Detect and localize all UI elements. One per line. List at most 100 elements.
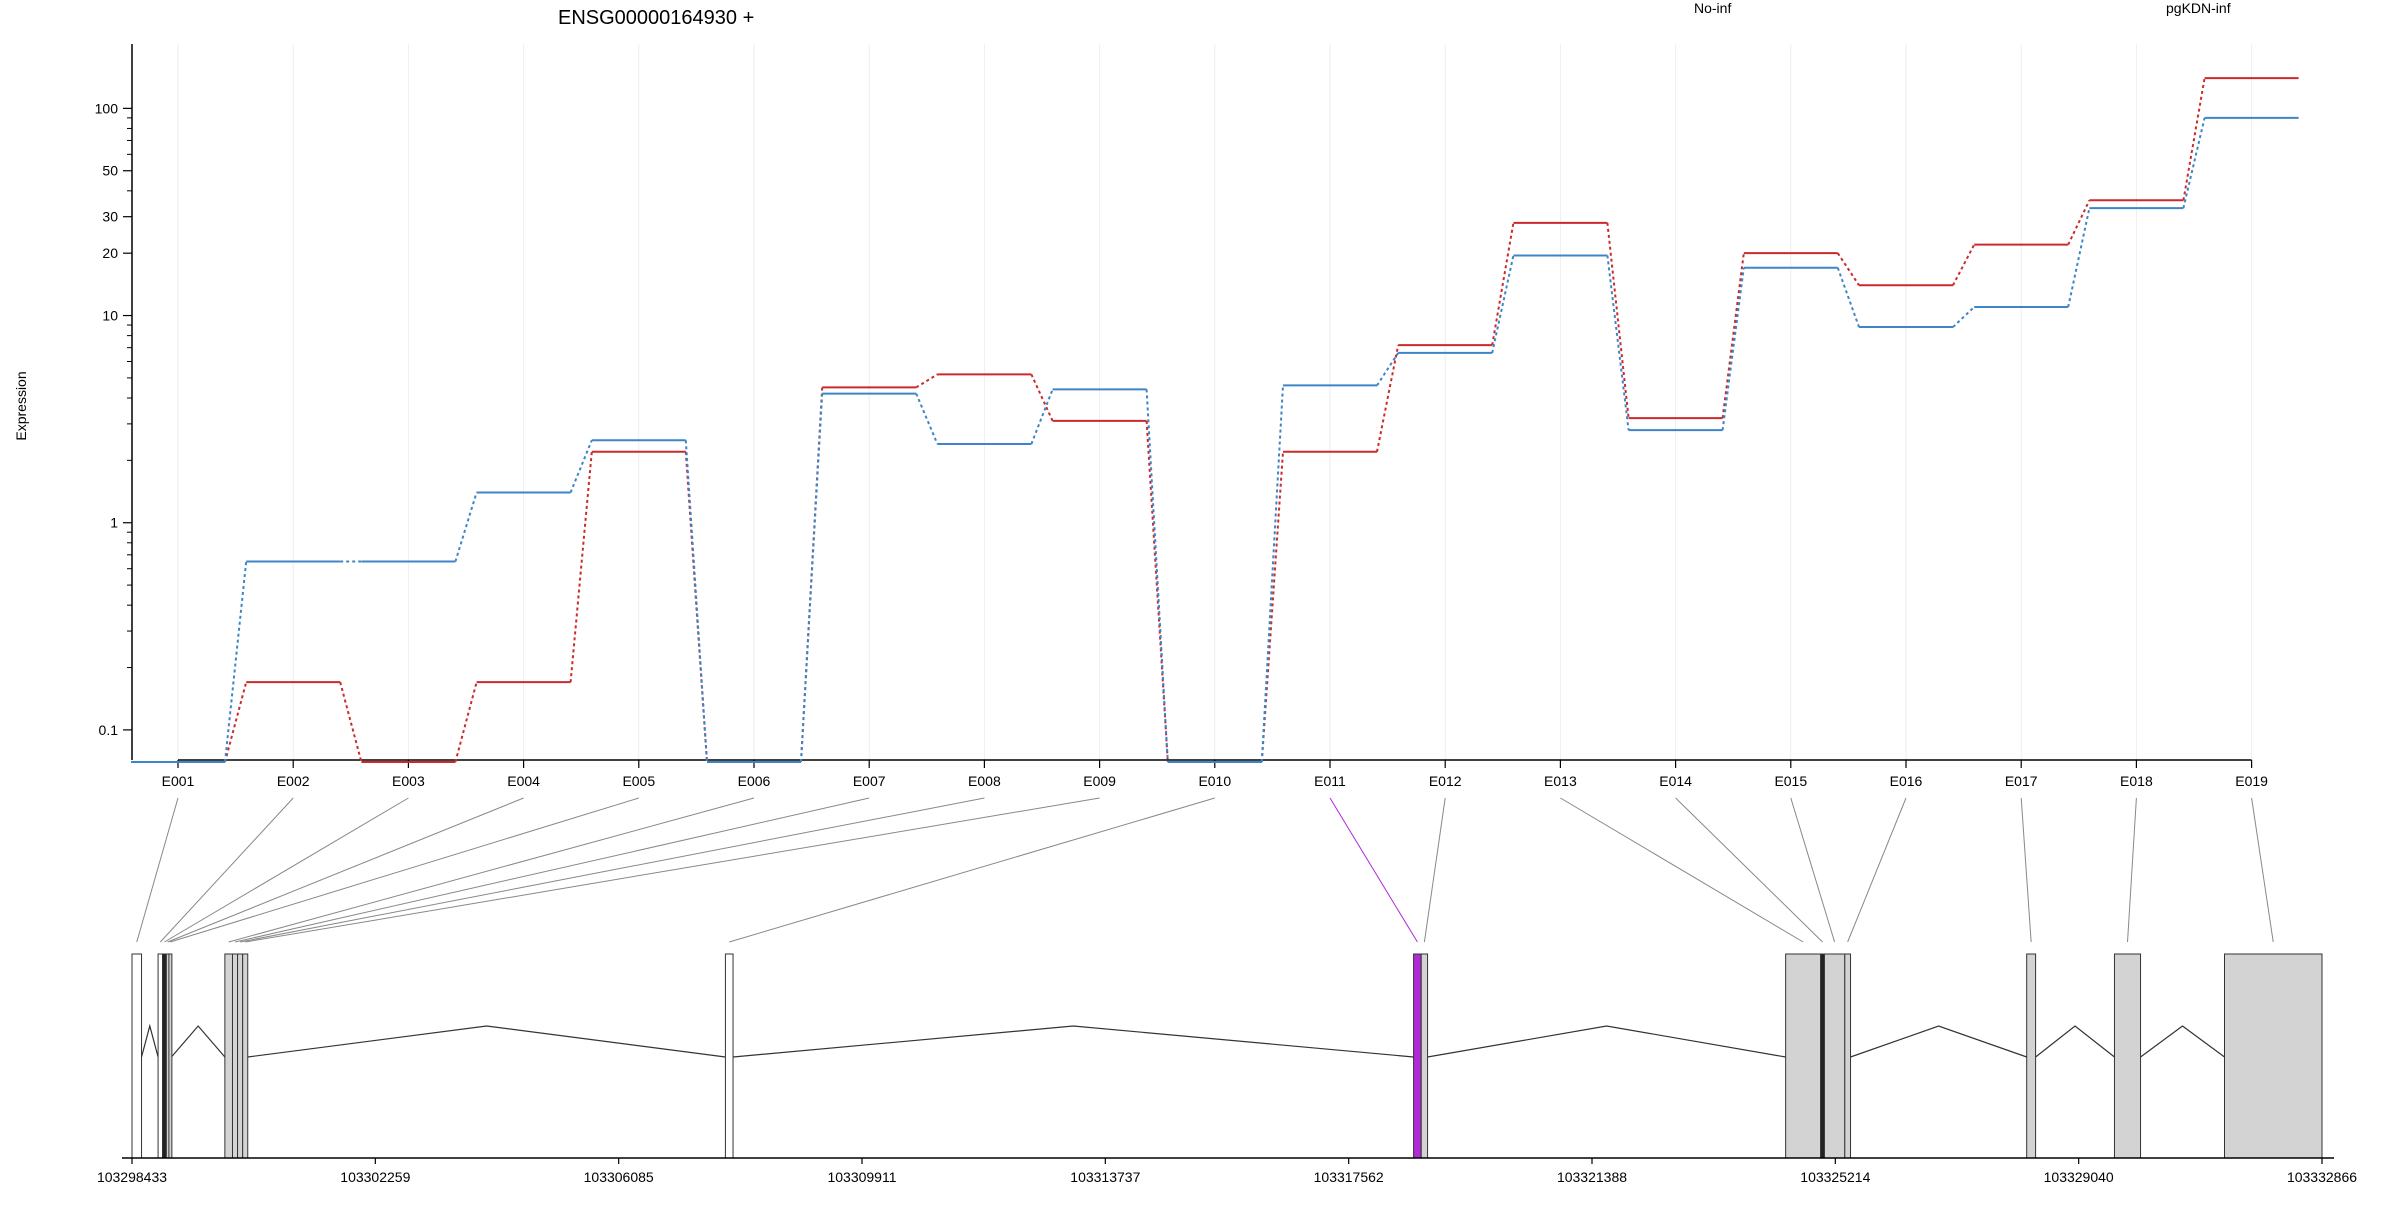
coord-label-103306085: 103306085	[584, 1169, 654, 1185]
connector-e009	[245, 797, 1100, 943]
exon-e012	[1420, 953, 1429, 1159]
series-pgkdn-inf-transition	[1836, 267, 1860, 328]
coord-label-103321388: 103321388	[1557, 1169, 1627, 1185]
x-tick-label-e013: E013	[1544, 773, 1577, 789]
intron	[1427, 1025, 1786, 1058]
connector-e017	[2020, 797, 2032, 943]
x-tick-label-e015: E015	[1774, 773, 1807, 789]
series-pgkdn-inf-transition	[1030, 389, 1054, 445]
exon-e014	[1820, 953, 1825, 1159]
series-no-inf-transition	[1260, 451, 1284, 763]
series-pgkdn-inf-transition	[1260, 385, 1284, 763]
x-tick-label-e014: E014	[1659, 773, 1692, 789]
y-tick-label-30: 30	[102, 209, 118, 225]
connector-e019	[2251, 797, 2274, 943]
y-tick-label-100: 100	[95, 100, 119, 116]
series-pgkdn-inf-transition	[2182, 117, 2206, 209]
series-pgkdn-inf-transition	[1721, 267, 1745, 431]
exon-e011	[1413, 953, 1422, 1159]
series-lines	[131, 77, 2299, 763]
series-pgkdn-inf-transition	[915, 393, 939, 445]
series-no-inf-transition	[1952, 244, 1976, 286]
x-tick-label-e006: E006	[738, 773, 771, 789]
series-no-inf-transition	[1606, 222, 1630, 419]
exon-e008	[237, 953, 244, 1159]
connector-e004	[167, 797, 524, 943]
series-no-inf-transition	[339, 681, 363, 763]
series-no-inf-transition	[1491, 222, 1515, 346]
grid-lines	[177, 44, 2253, 760]
connector-e011	[1329, 797, 1418, 943]
series-no-inf-transition	[1030, 373, 1054, 422]
legend-no-inf: No-inf	[1694, 0, 1731, 16]
x-tick-label-e017: E017	[2005, 773, 2038, 789]
x-tick-label-e004: E004	[507, 773, 540, 789]
x-tick-label-e018: E018	[2120, 773, 2153, 789]
series-pgkdn-inf-transition	[2067, 207, 2091, 308]
axes: 0.1 1 10 20 30 50 100 E001 E002 E003 E004 E005 E006 E…	[95, 44, 2268, 789]
exon-e002	[157, 953, 164, 1159]
intron	[2035, 1025, 2115, 1058]
coord-label-103329040: 103329040	[2044, 1169, 2114, 1185]
chart-title: ENSG00000164930 +	[558, 7, 754, 29]
series-pgkdn-inf-transition	[1952, 306, 1975, 328]
connector-e013	[1560, 797, 1804, 943]
series-no-inf-transition	[454, 681, 478, 763]
connector-e010	[729, 797, 1215, 943]
series-pgkdn-inf-transition	[1606, 255, 1630, 431]
intron	[140, 1023, 159, 1058]
series-pgkdn-inf-transition	[224, 561, 248, 763]
connector-e003	[164, 797, 409, 943]
series-no-inf-transition	[224, 681, 248, 763]
x-tick-label-e008: E008	[968, 773, 1001, 789]
exon-e006	[224, 953, 233, 1159]
x-tick-label-e005: E005	[622, 773, 655, 789]
connector-e015	[1790, 797, 1836, 943]
series-pgkdn-inf-transition	[454, 492, 478, 562]
series-no-inf-transition	[1836, 252, 1860, 286]
exon-e001	[131, 953, 143, 1159]
x-tick-label-e011: E011	[1314, 773, 1346, 789]
gene-model	[131, 953, 2323, 1159]
x-tick-label-e019: E019	[2235, 773, 2268, 789]
coord-label-103302259: 103302259	[340, 1169, 410, 1185]
exon-e013	[1785, 953, 1822, 1159]
connector-e016	[1847, 797, 1907, 943]
series-no-inf-transition	[1721, 253, 1745, 419]
y-tick-label-0.1: 0.1	[99, 722, 119, 738]
intron	[1850, 1025, 2027, 1058]
exon-e003	[162, 953, 167, 1159]
y-tick-label-10: 10	[102, 308, 118, 324]
connector-e014	[1675, 797, 1823, 943]
connector-e006	[228, 797, 755, 943]
legend-pgkdn-inf: pgKDN-inf	[2166, 0, 2231, 16]
connector-e007	[234, 797, 870, 943]
series-no-inf-transition	[1376, 344, 1400, 452]
coord-label-103325214: 103325214	[1800, 1169, 1870, 1185]
series-pgkdn-inf-transition	[800, 393, 824, 763]
coord-label-103317562: 103317562	[1314, 1169, 1384, 1185]
series-pgkdn-inf-transition	[1145, 389, 1169, 763]
y-tick-label-1: 1	[110, 515, 118, 531]
series-no-inf-transition	[684, 451, 708, 763]
exon-e019	[2223, 953, 2323, 1159]
connector-e008	[240, 797, 985, 943]
series-pgkdn-inf-transition	[1376, 352, 1400, 386]
connector-e001	[136, 797, 179, 943]
coord-label-103298433: 103298433	[97, 1169, 167, 1185]
x-tick-label-e001: E001	[162, 773, 195, 789]
series-pgkdn-inf-transition	[1491, 255, 1515, 354]
coord-label-103313737: 103313737	[1070, 1169, 1140, 1185]
x-tick-label-e003: E003	[392, 773, 425, 789]
series-no-inf-transition	[915, 373, 938, 389]
series-pgkdn-inf	[131, 116, 2299, 763]
connector-e012	[1423, 797, 1446, 943]
connector-e005	[170, 797, 639, 943]
coord-label-103309911: 103309911	[827, 1169, 896, 1185]
exon-e018	[2113, 953, 2142, 1159]
connector-e002	[159, 797, 294, 943]
x-tick-label-e009: E009	[1083, 773, 1116, 789]
x-tick-label-e012: E012	[1429, 773, 1462, 789]
